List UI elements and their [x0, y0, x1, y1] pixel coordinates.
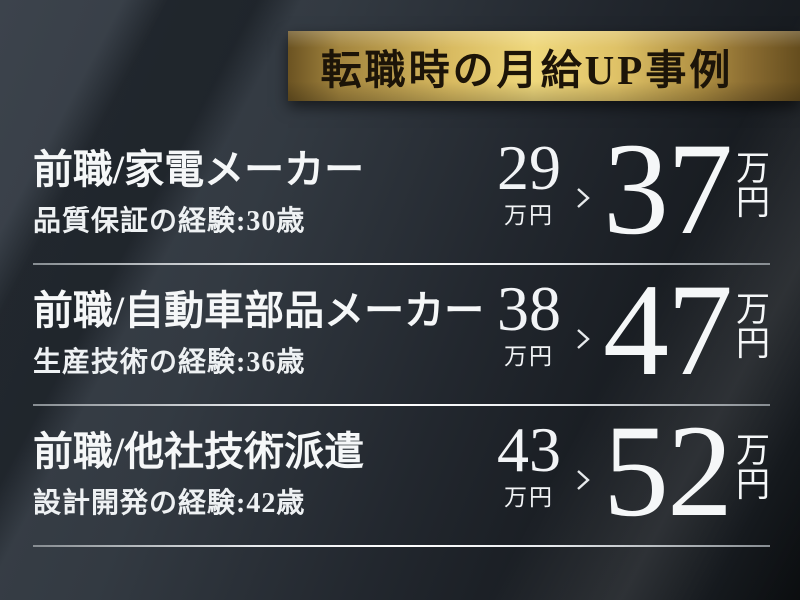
salary-after-unit-bottom: 円: [736, 326, 770, 364]
salary-after-unit-bottom: 円: [736, 185, 770, 223]
salary-change: 38 万円 47 万 円: [497, 255, 770, 403]
case-info: 前職/自動車部品メーカー 生産技術の経験:36歳: [33, 287, 485, 381]
previous-job-title: 前職/他社技術派遣: [33, 428, 365, 474]
case-list: 前職/家電メーカー 品質保証の経験:30歳 29 万円 37 万 円: [33, 114, 770, 547]
salary-before: 38 万円: [497, 272, 561, 371]
salary-before-unit: 万円: [504, 485, 554, 511]
case-info: 前職/家電メーカー 品質保証の経験:30歳: [33, 146, 365, 240]
previous-job-title: 前職/自動車部品メーカー: [33, 287, 485, 333]
row-divider: [33, 404, 770, 406]
salary-after: 37 万 円: [603, 114, 770, 262]
salary-before-value: 29: [497, 131, 561, 203]
salary-after-unit: 万 円: [736, 432, 770, 505]
salary-change: 29 万円 37 万 円: [497, 114, 770, 262]
case-row: 前職/自動車部品メーカー 生産技術の経験:36歳 38 万円 47 万 円: [33, 255, 770, 404]
salary-before-unit: 万円: [504, 344, 554, 370]
salary-after-unit-top: 万: [736, 150, 770, 188]
salary-before-unit: 万円: [504, 203, 554, 229]
salary-after-value: 52: [603, 396, 733, 544]
salary-after-unit: 万 円: [736, 291, 770, 364]
salary-before-value: 43: [497, 413, 561, 485]
row-divider: [33, 263, 770, 265]
case-row: 前職/家電メーカー 品質保証の経験:30歳 29 万円 37 万 円: [33, 114, 770, 263]
salary-after: 47 万 円: [603, 255, 770, 403]
arrow-right-icon: [577, 470, 590, 490]
salary-after-unit: 万 円: [736, 150, 770, 223]
page-title: 転職時の月給UP事例: [320, 47, 734, 93]
arrow-right-icon: [577, 329, 590, 349]
salary-before: 43 万円: [497, 413, 561, 512]
case-row: 前職/他社技術派遣 設計開発の経験:42歳 43 万円 52 万 円: [33, 396, 770, 545]
arrow-right-icon: [577, 188, 590, 208]
row-divider: [33, 545, 770, 547]
experience-age: 設計開発の経験:42歳: [33, 488, 306, 520]
salary-change: 43 万円 52 万 円: [497, 396, 770, 544]
salary-after-value: 37: [603, 114, 733, 262]
salary-after-unit-top: 万: [736, 432, 770, 470]
experience-age: 生産技術の経験:36歳: [33, 347, 306, 379]
salary-after-unit-top: 万: [736, 291, 770, 329]
salary-before: 29 万円: [497, 131, 561, 230]
salary-before-value: 38: [497, 272, 561, 344]
salary-after-value: 47: [603, 255, 733, 403]
salary-after-unit-bottom: 円: [736, 467, 770, 505]
header-banner: 転職時の月給UP事例: [288, 31, 800, 101]
previous-job-title: 前職/家電メーカー: [33, 146, 365, 192]
salary-after: 52 万 円: [603, 396, 770, 544]
experience-age: 品質保証の経験:30歳: [33, 206, 306, 238]
case-info: 前職/他社技術派遣 設計開発の経験:42歳: [33, 428, 365, 522]
